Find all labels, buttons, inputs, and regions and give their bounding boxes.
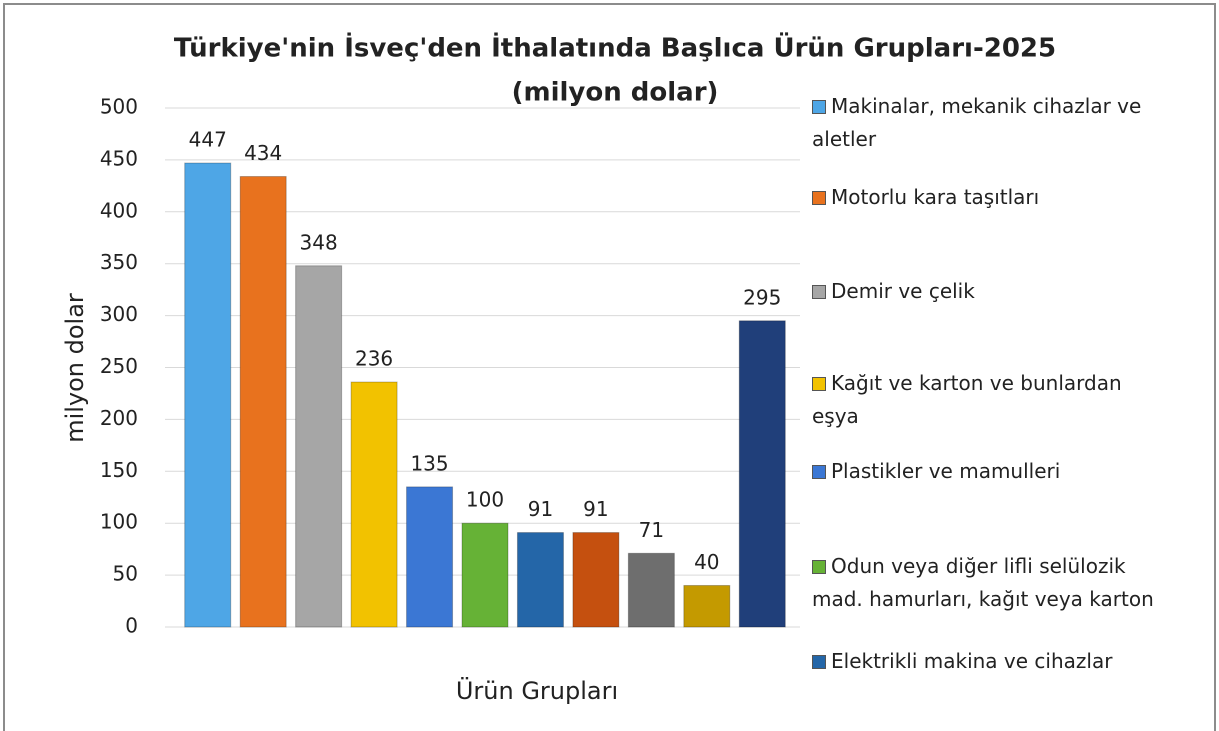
data-label: 40 xyxy=(694,550,719,574)
bar xyxy=(461,522,509,628)
y-axis-label: milyon dolar xyxy=(61,293,89,443)
bar xyxy=(295,265,343,628)
y-tick-label: 500 xyxy=(100,95,138,119)
legend-label: Odun veya diğer lifli selülozik mad. ham… xyxy=(812,554,1154,611)
legend-label: Elektrikli makina ve cihazlar xyxy=(831,649,1113,673)
y-tick-label: 350 xyxy=(100,250,138,274)
legend-label: Plastikler ve mamulleri xyxy=(831,459,1061,483)
bar xyxy=(516,532,564,628)
y-tick-label: 0 xyxy=(125,614,138,638)
bar xyxy=(738,320,786,628)
data-label: 447 xyxy=(189,128,227,152)
data-label: 135 xyxy=(410,451,448,475)
legend-swatch xyxy=(812,560,826,574)
y-tick-label: 300 xyxy=(100,302,138,326)
y-tick-label: 400 xyxy=(100,198,138,222)
legend-entry: Elektrikli makina ve cihazlar xyxy=(812,645,1172,678)
data-label: 434 xyxy=(244,141,282,165)
chart-border xyxy=(3,3,1216,731)
legend-label: Demir ve çelik xyxy=(831,279,975,303)
bar xyxy=(572,532,620,628)
legend-entry: Motorlu kara taşıtları xyxy=(812,181,1172,214)
legend-label: Makinalar, mekanik cihazlar ve aletler xyxy=(812,94,1142,151)
data-label: 348 xyxy=(300,230,338,254)
chart-title: Türkiye'nin İsveç'den İthalatında Başlıc… xyxy=(174,31,1056,64)
legend-entry: Plastikler ve mamulleri xyxy=(812,455,1172,488)
bar xyxy=(627,552,675,628)
legend-entry: Demir ve çelik xyxy=(812,275,1172,308)
legend-swatch xyxy=(812,100,826,114)
legend-swatch xyxy=(812,285,826,299)
data-label: 295 xyxy=(743,285,781,309)
bar xyxy=(406,486,454,628)
legend-label: Kağıt ve karton ve bunlardan eşya xyxy=(812,371,1122,428)
y-tick-label: 100 xyxy=(100,510,138,534)
data-label: 91 xyxy=(528,497,553,521)
legend-entry: Kağıt ve karton ve bunlardan eşya xyxy=(812,367,1172,433)
chart-subtitle: (milyon dolar) xyxy=(512,78,719,108)
legend-swatch xyxy=(812,191,826,205)
legend-swatch xyxy=(812,465,826,479)
y-tick-label: 250 xyxy=(100,354,138,378)
legend-entry: Odun veya diğer lifli selülozik mad. ham… xyxy=(812,550,1172,616)
x-axis-label: Ürün Grupları xyxy=(456,676,618,705)
y-tick-label: 450 xyxy=(100,146,138,170)
data-label: 100 xyxy=(466,488,504,512)
bar xyxy=(184,162,232,628)
data-label: 71 xyxy=(639,518,664,542)
y-tick-label: 50 xyxy=(113,562,138,586)
data-label: 236 xyxy=(355,347,393,371)
bar xyxy=(239,176,287,628)
legend-label: Motorlu kara taşıtları xyxy=(831,185,1040,209)
data-label: 91 xyxy=(583,497,608,521)
bar xyxy=(683,584,731,628)
bar xyxy=(350,381,398,628)
y-tick-label: 150 xyxy=(100,458,138,482)
legend-swatch xyxy=(812,655,826,669)
y-tick-label: 200 xyxy=(100,406,138,430)
legend-swatch xyxy=(812,377,826,391)
legend-entry: Makinalar, mekanik cihazlar ve aletler xyxy=(812,90,1172,156)
